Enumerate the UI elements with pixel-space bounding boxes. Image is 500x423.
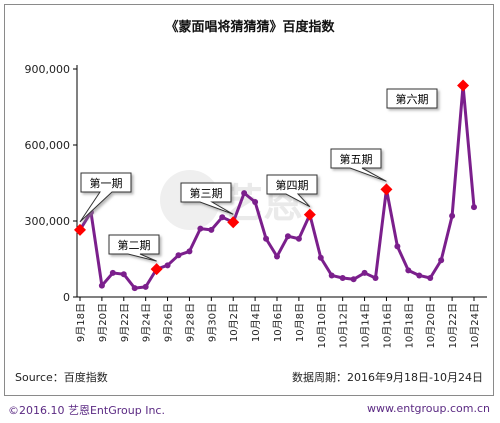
data-point xyxy=(394,243,401,250)
data-point xyxy=(328,272,335,279)
data-point xyxy=(274,253,280,260)
x-tick-label: 10月22日 xyxy=(447,303,459,348)
episode-callout: 第六期 xyxy=(386,79,470,109)
data-point xyxy=(361,269,368,276)
episode-callout: 第一期 xyxy=(74,172,132,236)
data-point xyxy=(405,267,412,274)
callout-box xyxy=(180,182,234,215)
data-point xyxy=(471,204,477,211)
data-point xyxy=(109,269,116,276)
data-point xyxy=(120,271,127,278)
callout-label: 第三期 xyxy=(190,186,223,200)
x-tick-label: 9月26日 xyxy=(163,303,175,342)
source-text: Source：百度指数 xyxy=(15,371,108,384)
episode-callout: 第二期 xyxy=(108,234,163,276)
data-point xyxy=(175,252,182,259)
x-tick-label: 10月14日 xyxy=(360,303,372,348)
x-tick-label: 9月24日 xyxy=(141,303,153,342)
chart-canvas: 艺恩 《蒙面唱将猜猜猜》百度指数 900,000600,000300,0000 … xyxy=(25,19,487,348)
x-tick-label: 10月6日 xyxy=(272,303,284,342)
data-point xyxy=(252,199,259,205)
data-period-text: 数据周期：2016年9月18日-10月24日 xyxy=(292,371,483,384)
data-point xyxy=(416,272,423,279)
x-tick-label: 9月28日 xyxy=(184,303,196,342)
chart-title: 《蒙面唱将猜猜猜》百度指数 xyxy=(165,19,335,35)
episode-marker xyxy=(303,208,316,221)
website-link[interactable]: www.entgroup.com.cn xyxy=(367,402,490,415)
callout-box xyxy=(79,172,132,223)
episode-marker xyxy=(457,79,470,92)
data-point xyxy=(350,276,357,283)
data-point xyxy=(186,248,193,255)
x-tick-label: 9月30日 xyxy=(206,303,218,342)
x-tick-label: 10月2日 xyxy=(228,303,240,342)
data-point xyxy=(197,225,204,232)
episode-callout: 第三期 xyxy=(180,182,240,229)
data-point xyxy=(427,275,434,281)
data-point xyxy=(449,212,456,219)
x-axis-ticks: 9月18日 9月20日 9月22日 9月24日 9月26日 9月28日 9月30日 10月2日… xyxy=(75,297,481,348)
data-point xyxy=(284,233,291,240)
x-tick-label: 10月20日 xyxy=(425,303,437,348)
data-point xyxy=(142,283,149,290)
data-point xyxy=(219,214,226,221)
chart-frame: 艺恩 《蒙面唱将猜猜猜》百度指数 900,000 600,000 300,000 0 … xyxy=(4,4,494,396)
x-tick-label: 10月8日 xyxy=(294,303,306,342)
y-tick-label: 300,000 xyxy=(25,215,71,228)
copyright-text: ©2016.10 艺恩EntGroup Inc. xyxy=(8,404,165,417)
series-line xyxy=(78,83,477,292)
callout-label: 第六期 xyxy=(396,92,429,106)
callout-label: 第五期 xyxy=(340,152,373,166)
episode-marker xyxy=(150,263,163,276)
episode-marker xyxy=(74,223,86,236)
data-point xyxy=(241,190,248,197)
x-tick-label: 10月12日 xyxy=(338,303,350,348)
data-point xyxy=(295,235,302,242)
callout-box xyxy=(330,148,387,182)
x-tick-label: 9月22日 xyxy=(119,303,131,342)
x-tick-label: 10月18日 xyxy=(403,303,415,348)
callout-box xyxy=(266,174,318,208)
data-point xyxy=(317,254,324,261)
x-tick-label: 10月16日 xyxy=(381,303,393,348)
data-point xyxy=(372,275,379,281)
callout-box xyxy=(108,234,160,262)
x-tick-label: 9月18日 xyxy=(75,303,87,342)
data-point xyxy=(263,235,270,242)
episode-callout: 第四期 xyxy=(266,174,318,221)
x-tick-label: 10月24日 xyxy=(469,303,481,348)
episode-callout: 第五期 xyxy=(330,148,393,196)
y-tick-label: 900,000 xyxy=(25,63,71,76)
callout-label: 第一期 xyxy=(90,176,123,190)
callout-label: 第二期 xyxy=(118,238,151,252)
episode-marker xyxy=(227,216,240,229)
y-tick-label: 0 xyxy=(63,291,70,304)
data-point xyxy=(339,275,346,281)
x-tick-label: 10月10日 xyxy=(316,303,328,348)
y-tick-label: 600,000 xyxy=(25,139,71,152)
callout-box xyxy=(386,88,438,109)
data-point xyxy=(438,257,445,264)
x-tick-label: 9月20日 xyxy=(97,303,109,342)
y-axis-ticks: 900,000 600,000 300,000 0 xyxy=(25,63,77,304)
data-point xyxy=(208,226,215,233)
callout-label: 第四期 xyxy=(276,178,309,192)
data-point xyxy=(164,262,171,269)
episode-marker xyxy=(380,183,393,196)
data-point xyxy=(98,282,105,289)
x-tick-label: 10月4日 xyxy=(250,303,262,342)
data-point xyxy=(131,285,138,292)
